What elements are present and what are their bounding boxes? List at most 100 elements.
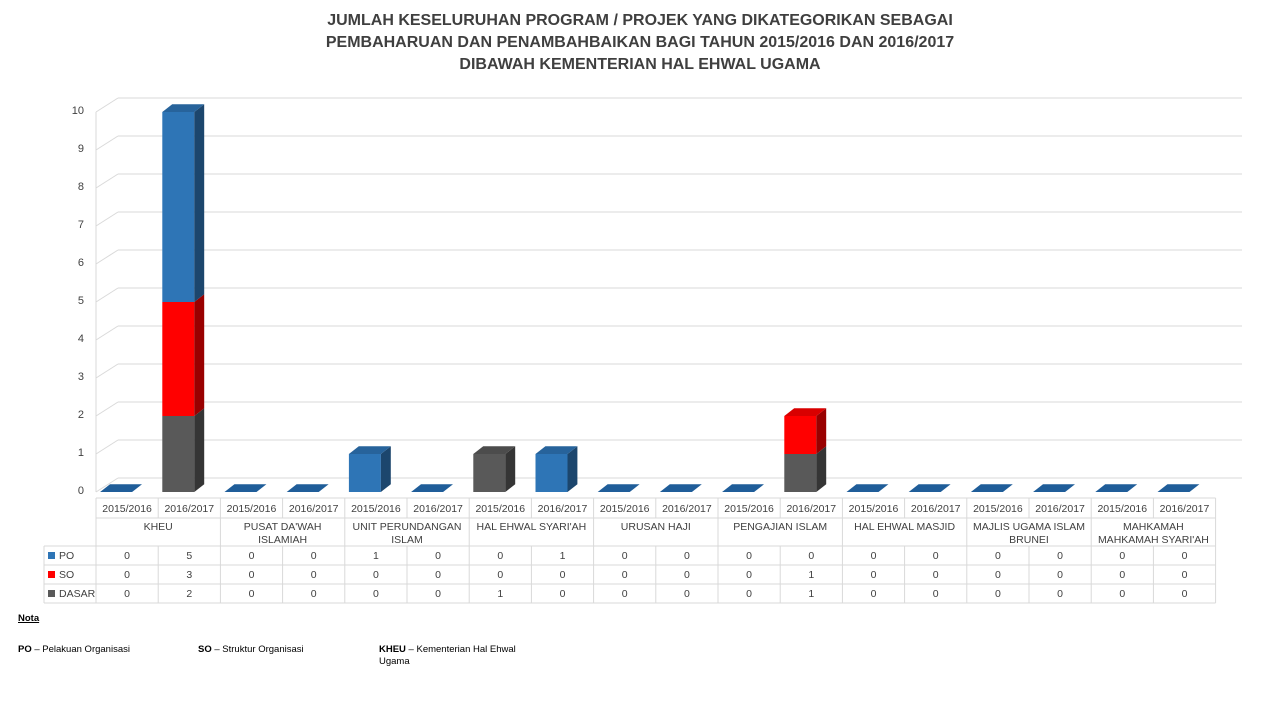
gridline-depth bbox=[95, 173, 119, 189]
legend-label: DASAR bbox=[59, 588, 96, 600]
nota-abbr-kheu: KHEU bbox=[379, 644, 406, 655]
data-label: 0 bbox=[373, 569, 379, 581]
bar-top bbox=[411, 484, 453, 492]
legend-label: PO bbox=[59, 550, 74, 562]
gridline-depth bbox=[95, 211, 119, 227]
x-year-label: 2016/2017 bbox=[1035, 503, 1085, 515]
data-label: 0 bbox=[124, 569, 130, 581]
x-year-label: 2015/2016 bbox=[227, 503, 277, 515]
x-year-label: 2016/2017 bbox=[538, 503, 588, 515]
bar-top bbox=[1033, 484, 1075, 492]
data-label: 0 bbox=[1119, 588, 1125, 600]
x-group-label: KHEU bbox=[144, 521, 173, 533]
bar-side bbox=[567, 446, 578, 492]
y-tick-label: 3 bbox=[78, 371, 84, 383]
data-label: 5 bbox=[186, 550, 192, 562]
bar-segment bbox=[784, 454, 817, 492]
data-label: 0 bbox=[435, 588, 441, 600]
x-group-label: MAHKAMAH bbox=[1123, 521, 1184, 533]
nota-item-po: PO – Pelakuan Organisasi bbox=[18, 644, 188, 656]
x-year-label: 2016/2017 bbox=[662, 503, 712, 515]
data-label: 0 bbox=[622, 588, 628, 600]
data-label: 0 bbox=[560, 569, 566, 581]
data-label: 0 bbox=[124, 588, 130, 600]
data-label: 1 bbox=[373, 550, 379, 562]
nota-abbr-so: SO bbox=[198, 644, 212, 655]
data-label: 0 bbox=[995, 550, 1001, 562]
data-label: 0 bbox=[435, 550, 441, 562]
data-label: 0 bbox=[249, 569, 255, 581]
gridline-depth bbox=[95, 363, 119, 379]
data-label: 0 bbox=[1057, 569, 1063, 581]
bar-side bbox=[380, 446, 391, 492]
x-year-label: 2016/2017 bbox=[1160, 503, 1210, 515]
x-year-label: 2015/2016 bbox=[102, 503, 152, 515]
data-label: 0 bbox=[1057, 588, 1063, 600]
bar-side bbox=[194, 294, 205, 416]
data-label: 0 bbox=[249, 550, 255, 562]
x-year-label: 2016/2017 bbox=[786, 503, 836, 515]
data-label: 0 bbox=[871, 569, 877, 581]
chart-title-line-1: JUMLAH KESELURUHAN PROGRAM / PROJEK YANG… bbox=[327, 12, 953, 29]
bar-segment bbox=[784, 416, 817, 454]
gridline-depth bbox=[95, 477, 119, 493]
x-group-label: PENGAJIAN ISLAM bbox=[733, 521, 827, 533]
data-label: 0 bbox=[1057, 550, 1063, 562]
data-label: 3 bbox=[186, 569, 192, 581]
data-label: 0 bbox=[746, 588, 752, 600]
x-group-label: PUSAT DA'WAH bbox=[244, 521, 322, 533]
y-tick-label: 8 bbox=[78, 181, 84, 193]
gridline-depth bbox=[95, 97, 119, 113]
data-label: 0 bbox=[311, 588, 317, 600]
x-group-label: HAL EHWAL MASJID bbox=[854, 521, 955, 533]
y-tick-label: 4 bbox=[78, 333, 84, 345]
bar-side bbox=[194, 408, 205, 492]
y-tick-label: 9 bbox=[78, 143, 84, 155]
data-label: 1 bbox=[808, 588, 814, 600]
legend-label: SO bbox=[59, 569, 74, 581]
bar-top bbox=[784, 408, 827, 416]
data-label: 0 bbox=[684, 588, 690, 600]
data-label: 0 bbox=[373, 588, 379, 600]
gridline-depth bbox=[95, 287, 119, 303]
bar-side bbox=[505, 446, 516, 492]
bar-side bbox=[194, 104, 205, 302]
y-tick-label: 1 bbox=[78, 447, 84, 459]
bar-top bbox=[224, 484, 267, 492]
x-year-label: 2016/2017 bbox=[413, 503, 463, 515]
data-label: 1 bbox=[497, 588, 503, 600]
x-year-label: 2016/2017 bbox=[911, 503, 961, 515]
gridline-depth bbox=[95, 401, 119, 417]
x-year-label: 2015/2016 bbox=[600, 503, 650, 515]
data-label: 0 bbox=[933, 550, 939, 562]
chart-title: JUMLAH KESELURUHAN PROGRAM / PROJEK YANG… bbox=[0, 10, 1280, 76]
x-year-label: 2015/2016 bbox=[724, 503, 774, 515]
data-label: 0 bbox=[933, 569, 939, 581]
data-label: 0 bbox=[995, 588, 1001, 600]
gridline-depth bbox=[95, 249, 119, 265]
bar-top bbox=[908, 484, 951, 492]
y-tick-label: 7 bbox=[78, 219, 84, 231]
data-label: 0 bbox=[933, 588, 939, 600]
data-label: 0 bbox=[124, 550, 130, 562]
bar-segment bbox=[162, 302, 195, 416]
data-label: 1 bbox=[560, 550, 566, 562]
data-label: 0 bbox=[497, 569, 503, 581]
legend-swatch bbox=[48, 552, 55, 559]
x-year-label: 2015/2016 bbox=[973, 503, 1023, 515]
bar-top bbox=[1157, 484, 1200, 492]
bar-top bbox=[286, 484, 329, 492]
nota-text-kheu: – Kementerian Hal Ehwal Ugama bbox=[379, 644, 516, 667]
bar-segment bbox=[535, 454, 568, 492]
x-group-label: URUSAN HAJI bbox=[621, 521, 691, 533]
data-label: 0 bbox=[1119, 550, 1125, 562]
chart-title-line-3: DIBAWAH KEMENTERIAN HAL EHWAL UGAMA bbox=[459, 56, 821, 73]
data-label: 0 bbox=[871, 588, 877, 600]
nota-text-po: – Pelakuan Organisasi bbox=[31, 644, 130, 655]
nota-item-so: SO – Struktur Organisasi bbox=[198, 644, 368, 656]
x-group-label: UNIT PERUNDANGAN bbox=[353, 521, 462, 533]
y-tick-label: 10 bbox=[72, 105, 84, 117]
x-year-label: 2015/2016 bbox=[351, 503, 401, 515]
data-label: 0 bbox=[746, 550, 752, 562]
